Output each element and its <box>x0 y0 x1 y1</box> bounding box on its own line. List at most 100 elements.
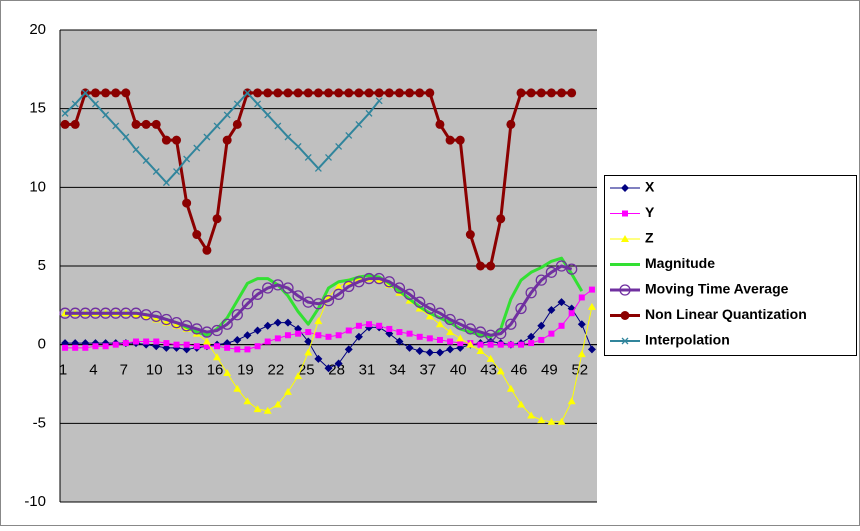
marker <box>345 131 353 139</box>
marker <box>163 340 170 347</box>
marker <box>393 282 406 294</box>
marker <box>343 280 355 293</box>
marker <box>416 333 423 340</box>
x-tick-label: 46 <box>511 362 528 379</box>
marker <box>354 332 363 341</box>
marker <box>588 286 595 293</box>
marker <box>90 88 100 98</box>
marker <box>102 111 110 119</box>
marker <box>546 88 556 98</box>
marker <box>141 119 151 129</box>
marker <box>364 88 374 98</box>
marker <box>506 119 516 129</box>
marker <box>283 318 292 327</box>
marker <box>295 330 302 337</box>
marker <box>457 340 464 347</box>
marker <box>505 318 517 330</box>
legend-marker <box>620 311 630 320</box>
legend-label: X <box>645 179 655 195</box>
marker <box>425 312 434 320</box>
marker <box>191 323 203 335</box>
marker <box>528 340 535 347</box>
marker <box>102 343 109 350</box>
marker <box>284 332 291 339</box>
marker <box>577 350 586 358</box>
marker <box>305 329 312 336</box>
marker <box>274 122 282 130</box>
marker <box>70 119 80 129</box>
y-tick-label: 5 <box>38 257 46 274</box>
marker <box>282 282 294 294</box>
marker <box>244 346 251 353</box>
marker <box>182 198 192 208</box>
marker <box>183 155 191 163</box>
marker <box>535 274 547 286</box>
marker <box>170 316 183 329</box>
marker <box>314 164 322 172</box>
marker <box>61 109 69 117</box>
marker <box>131 119 141 129</box>
marker <box>253 88 263 98</box>
x-tick-label: 4 <box>89 362 97 379</box>
marker <box>567 88 577 98</box>
marker <box>243 331 252 340</box>
marker <box>365 109 373 117</box>
marker <box>304 348 313 356</box>
marker <box>143 338 150 345</box>
legend-marker <box>619 284 631 296</box>
marker <box>222 135 232 145</box>
marker <box>202 245 212 255</box>
marker <box>525 287 537 299</box>
marker <box>233 384 242 392</box>
marker <box>406 330 413 337</box>
marker <box>231 309 243 321</box>
marker <box>506 384 515 392</box>
marker <box>304 337 313 346</box>
marker <box>577 320 586 329</box>
marker <box>547 417 556 425</box>
marker <box>394 88 404 98</box>
marker <box>425 348 434 357</box>
marker <box>383 276 395 288</box>
y-tick-label: 0 <box>38 336 46 353</box>
marker <box>537 416 546 424</box>
marker <box>224 344 231 351</box>
marker <box>263 406 272 414</box>
marker <box>161 135 171 145</box>
marker <box>395 337 404 346</box>
marker <box>122 133 130 141</box>
legend-label: Magnitude <box>645 255 715 271</box>
marker <box>578 294 585 301</box>
marker <box>434 307 446 319</box>
marker <box>566 263 578 275</box>
marker <box>304 153 312 161</box>
marker <box>355 120 363 128</box>
marker <box>112 122 120 130</box>
marker <box>314 354 323 363</box>
y-tick-label: -5 <box>33 414 46 431</box>
marker <box>567 397 576 405</box>
legend-marker <box>621 337 629 345</box>
marker <box>112 341 119 348</box>
marker <box>424 302 436 315</box>
marker <box>526 88 536 98</box>
x-tick-label: 40 <box>450 362 467 379</box>
marker <box>313 88 323 98</box>
marker <box>527 332 536 341</box>
marker <box>557 417 566 425</box>
legend-marker <box>621 235 629 242</box>
y-tick-label: 20 <box>29 21 46 38</box>
marker <box>325 333 332 340</box>
x-tick-label: 22 <box>267 362 284 379</box>
marker <box>193 343 200 350</box>
x-tick-label: 19 <box>237 362 254 379</box>
x-tick-label: 13 <box>176 362 193 379</box>
marker <box>537 321 546 330</box>
legend-marker <box>621 184 629 192</box>
marker <box>162 179 170 187</box>
marker <box>507 341 514 348</box>
marker <box>72 344 79 351</box>
marker <box>233 335 242 344</box>
marker <box>294 372 303 380</box>
marker <box>264 338 271 345</box>
